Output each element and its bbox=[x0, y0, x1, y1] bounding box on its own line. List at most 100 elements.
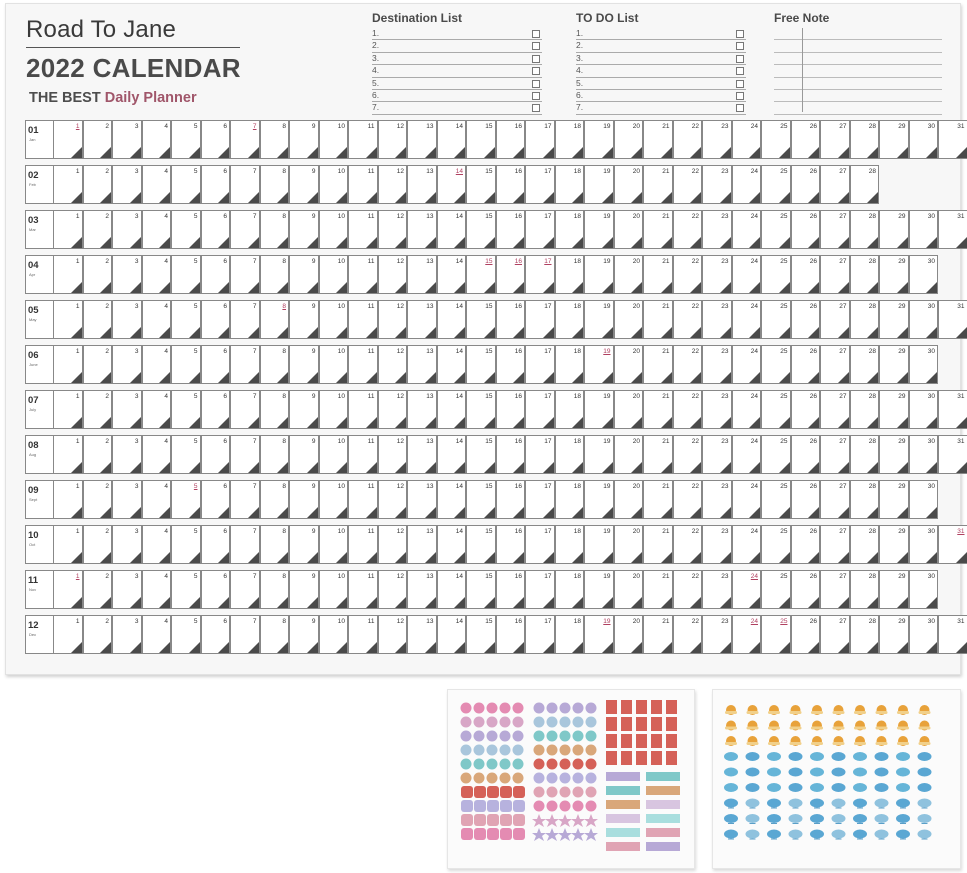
day-cell[interactable]: 8 bbox=[259, 345, 289, 384]
day-cell[interactable]: 1 bbox=[53, 570, 83, 609]
day-cell[interactable]: 30 bbox=[908, 120, 938, 159]
day-cell[interactable]: 31 bbox=[938, 120, 967, 159]
day-cell[interactable]: 14 bbox=[436, 615, 466, 654]
day-cell[interactable]: 28 bbox=[849, 525, 879, 564]
day-cell[interactable]: 8 bbox=[259, 480, 289, 519]
todo-list-row[interactable]: 6. bbox=[576, 90, 746, 103]
day-cell[interactable]: 25 bbox=[761, 345, 791, 384]
day-cell[interactable]: 9 bbox=[289, 480, 319, 519]
day-cell[interactable]: 26 bbox=[790, 570, 820, 609]
day-cell[interactable]: 17 bbox=[525, 300, 555, 339]
day-cell[interactable]: 21 bbox=[643, 120, 673, 159]
day-cell[interactable]: 24 bbox=[731, 210, 761, 249]
destination-list-checkbox[interactable] bbox=[532, 104, 540, 113]
day-cell[interactable]: 20 bbox=[613, 480, 643, 519]
day-cell[interactable]: 5 bbox=[171, 615, 201, 654]
day-cell[interactable]: 16 bbox=[495, 435, 525, 474]
day-cell[interactable]: 11 bbox=[348, 615, 378, 654]
day-cell[interactable]: 13 bbox=[407, 210, 437, 249]
day-cell[interactable]: 22 bbox=[672, 390, 702, 429]
day-cell[interactable]: 27 bbox=[820, 615, 850, 654]
day-cell[interactable]: 30 bbox=[908, 345, 938, 384]
day-cell[interactable]: 5 bbox=[171, 165, 201, 204]
day-cell[interactable]: 1 bbox=[53, 210, 83, 249]
day-cell[interactable]: 15 bbox=[466, 300, 496, 339]
day-cell[interactable]: 14 bbox=[436, 480, 466, 519]
day-cell[interactable]: 13 bbox=[407, 435, 437, 474]
day-cell[interactable]: 19 bbox=[584, 615, 614, 654]
day-cell[interactable]: 30 bbox=[908, 300, 938, 339]
day-cell[interactable]: 24 bbox=[731, 120, 761, 159]
day-cell[interactable]: 14 bbox=[436, 165, 466, 204]
day-cell[interactable]: 10 bbox=[318, 525, 348, 564]
day-cell[interactable]: 3 bbox=[112, 255, 142, 294]
day-cell[interactable]: 20 bbox=[613, 210, 643, 249]
day-cell[interactable]: 7 bbox=[230, 615, 260, 654]
day-cell[interactable]: 25 bbox=[761, 300, 791, 339]
day-cell[interactable]: 14 bbox=[436, 570, 466, 609]
todo-list-checkbox[interactable] bbox=[736, 30, 744, 38]
todo-list-checkbox[interactable] bbox=[736, 91, 744, 100]
day-cell[interactable]: 6 bbox=[200, 255, 230, 294]
day-cell[interactable]: 24 bbox=[731, 615, 761, 654]
todo-list-row[interactable]: 3. bbox=[576, 53, 746, 66]
day-cell[interactable]: 25 bbox=[761, 255, 791, 294]
day-cell[interactable]: 12 bbox=[377, 300, 407, 339]
day-cell[interactable]: 7 bbox=[230, 390, 260, 429]
day-cell[interactable]: 30 bbox=[908, 210, 938, 249]
day-cell[interactable]: 1 bbox=[53, 525, 83, 564]
day-cell[interactable]: 23 bbox=[702, 525, 732, 564]
day-cell[interactable]: 25 bbox=[761, 480, 791, 519]
day-cell[interactable]: 12 bbox=[377, 165, 407, 204]
day-cell[interactable]: 1 bbox=[53, 480, 83, 519]
day-cell[interactable]: 1 bbox=[53, 300, 83, 339]
day-cell[interactable]: 26 bbox=[790, 390, 820, 429]
day-cell[interactable]: 24 bbox=[731, 255, 761, 294]
day-cell[interactable]: 29 bbox=[879, 390, 909, 429]
day-cell[interactable]: 2 bbox=[82, 480, 112, 519]
day-cell[interactable]: 20 bbox=[613, 120, 643, 159]
day-cell[interactable]: 12 bbox=[377, 390, 407, 429]
day-cell[interactable]: 14 bbox=[436, 300, 466, 339]
day-cell[interactable]: 3 bbox=[112, 435, 142, 474]
day-cell[interactable]: 30 bbox=[908, 390, 938, 429]
day-cell[interactable]: 9 bbox=[289, 120, 319, 159]
day-cell[interactable]: 12 bbox=[377, 255, 407, 294]
day-cell[interactable]: 5 bbox=[171, 570, 201, 609]
day-cell[interactable]: 16 bbox=[495, 525, 525, 564]
day-cell[interactable]: 5 bbox=[171, 525, 201, 564]
day-cell[interactable]: 4 bbox=[141, 390, 171, 429]
day-cell[interactable]: 2 bbox=[82, 570, 112, 609]
day-cell[interactable]: 30 bbox=[908, 570, 938, 609]
destination-list-checkbox[interactable] bbox=[532, 79, 540, 88]
day-cell[interactable]: 23 bbox=[702, 120, 732, 159]
day-cell[interactable]: 27 bbox=[820, 525, 850, 564]
day-cell[interactable]: 19 bbox=[584, 570, 614, 609]
day-cell[interactable]: 9 bbox=[289, 255, 319, 294]
day-cell[interactable]: 16 bbox=[495, 570, 525, 609]
day-cell[interactable]: 6 bbox=[200, 615, 230, 654]
day-cell[interactable]: 15 bbox=[466, 255, 496, 294]
day-cell[interactable]: 19 bbox=[584, 480, 614, 519]
day-cell[interactable]: 7 bbox=[230, 300, 260, 339]
day-cell[interactable]: 26 bbox=[790, 615, 820, 654]
day-cell[interactable]: 4 bbox=[141, 120, 171, 159]
day-cell[interactable]: 1 bbox=[53, 120, 83, 159]
day-cell[interactable]: 25 bbox=[761, 435, 791, 474]
day-cell[interactable]: 16 bbox=[495, 210, 525, 249]
day-cell[interactable]: 22 bbox=[672, 120, 702, 159]
day-cell[interactable]: 7 bbox=[230, 120, 260, 159]
day-cell[interactable]: 7 bbox=[230, 480, 260, 519]
day-cell[interactable]: 5 bbox=[171, 255, 201, 294]
day-cell[interactable]: 14 bbox=[436, 390, 466, 429]
day-cell[interactable]: 25 bbox=[761, 570, 791, 609]
day-cell[interactable]: 29 bbox=[879, 120, 909, 159]
day-cell[interactable]: 4 bbox=[141, 435, 171, 474]
day-cell[interactable]: 22 bbox=[672, 210, 702, 249]
day-cell[interactable]: 14 bbox=[436, 345, 466, 384]
day-cell[interactable]: 13 bbox=[407, 615, 437, 654]
day-cell[interactable]: 20 bbox=[613, 525, 643, 564]
day-cell[interactable]: 29 bbox=[879, 300, 909, 339]
day-cell[interactable]: 29 bbox=[879, 345, 909, 384]
day-cell[interactable]: 5 bbox=[171, 435, 201, 474]
